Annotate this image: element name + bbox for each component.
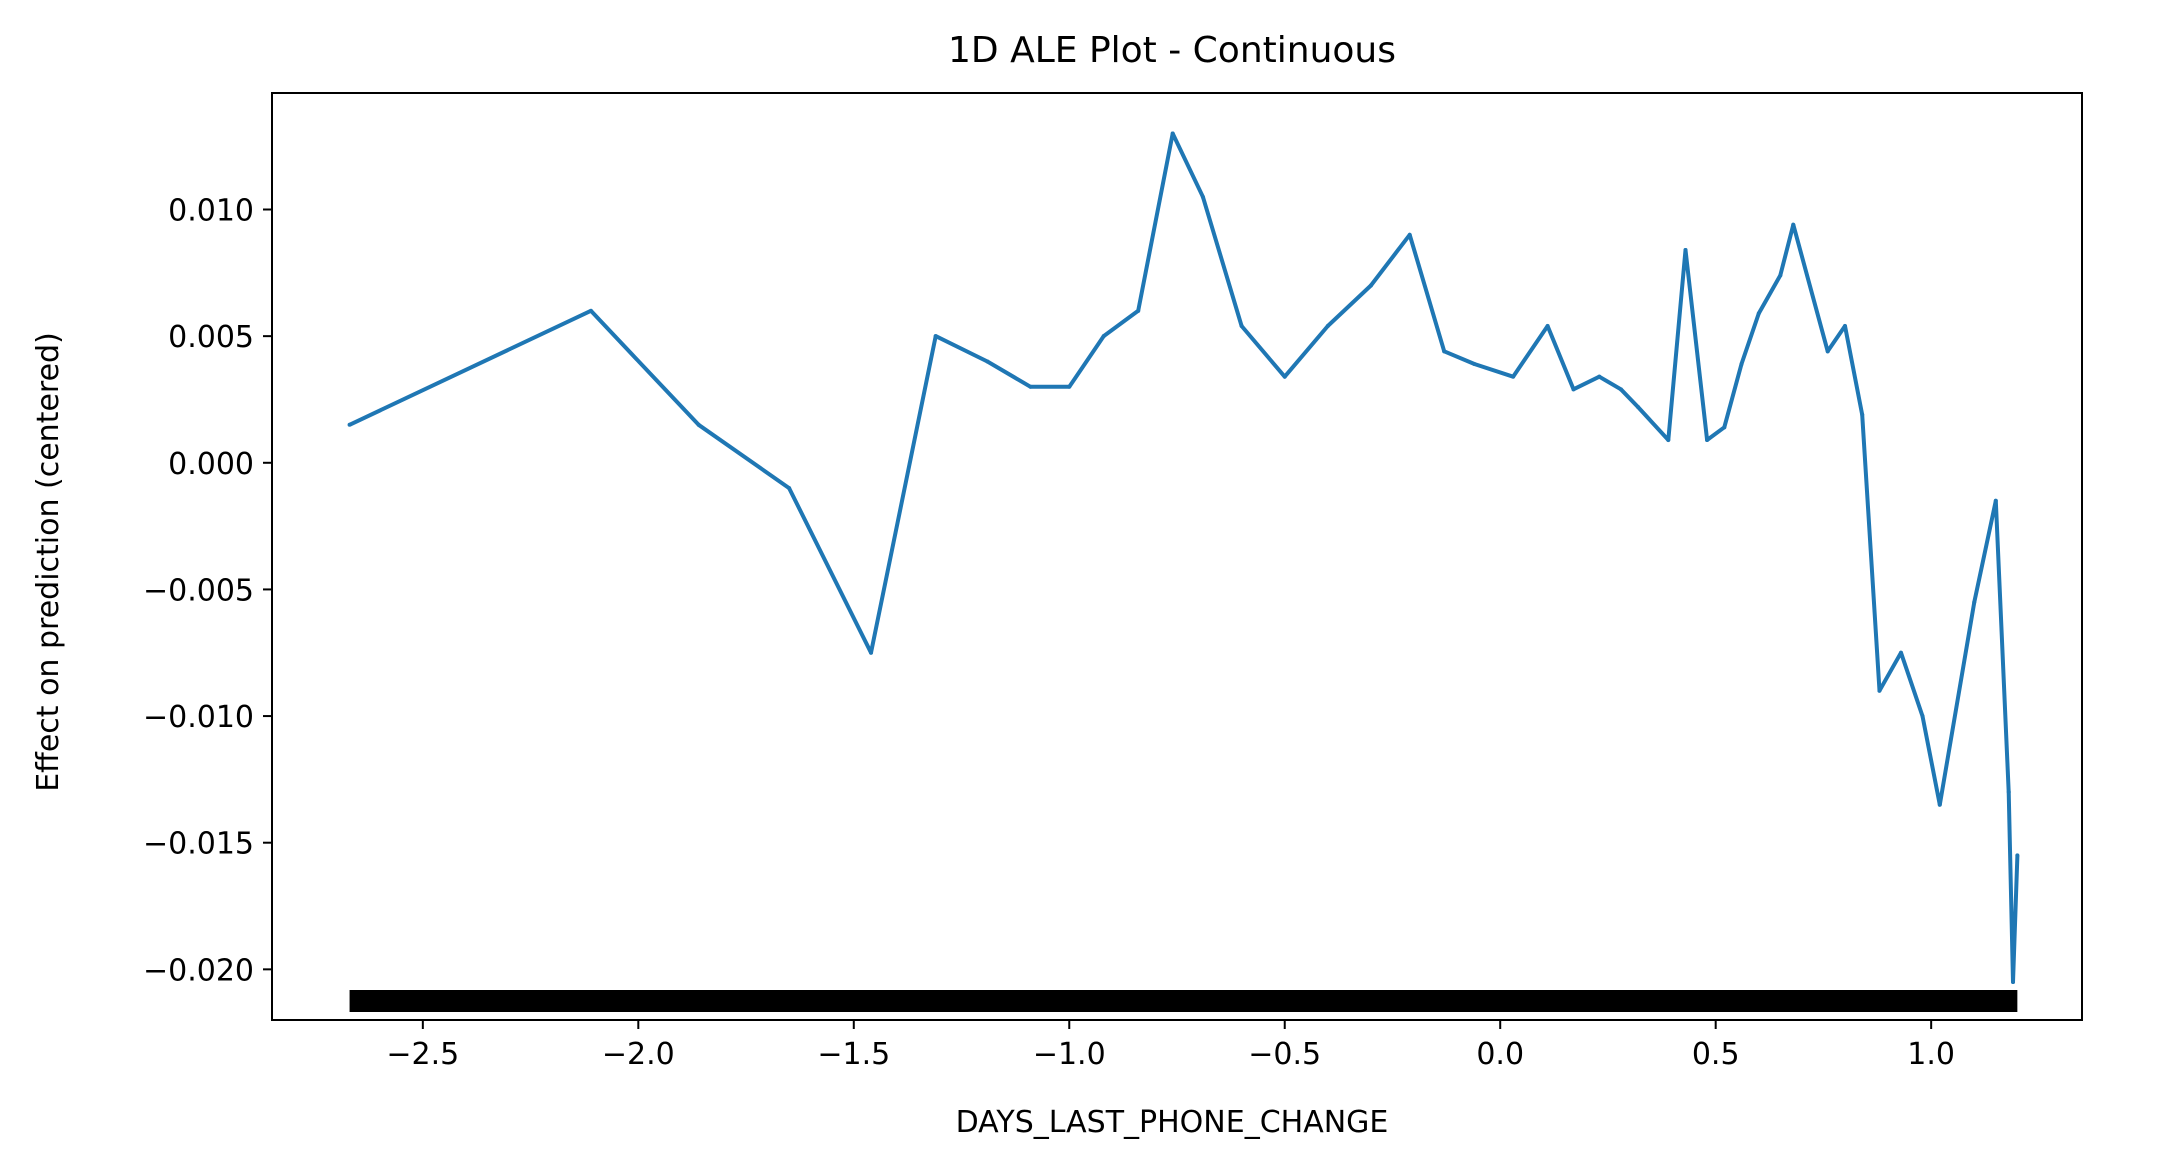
data-point (1899, 650, 1903, 655)
data-point (1778, 273, 1783, 278)
data-point (1101, 334, 1106, 339)
data-point (1200, 194, 1205, 199)
data-point (1511, 374, 1516, 379)
data-point (1136, 308, 1141, 313)
series-line (348, 131, 2020, 984)
data-point (985, 359, 990, 364)
y-tick-label: −0.020 (143, 953, 254, 988)
y-tick-label: −0.005 (143, 573, 254, 608)
data-point (347, 422, 352, 427)
data-point (1442, 349, 1447, 354)
x-tick-label: 0.5 (1692, 1037, 1740, 1072)
plot-frame (271, 92, 2083, 1021)
x-tick-label: 0.0 (1476, 1037, 1524, 1072)
data-point (1722, 425, 1727, 430)
data-point (1683, 248, 1688, 253)
data-point (1597, 374, 1602, 379)
data-point (1972, 600, 1977, 605)
data-point (1739, 362, 1744, 367)
data-point (787, 486, 792, 491)
data-point (1791, 222, 1796, 227)
data-point (1239, 324, 1244, 329)
data-point (1666, 437, 1671, 442)
data-point (1472, 362, 1477, 367)
data-point (1842, 324, 1847, 329)
x-tick-label: −2.0 (602, 1037, 675, 1072)
data-point (1571, 387, 1576, 392)
y-axis-label: Effect on prediction (centered) (31, 332, 66, 792)
x-tick-label: −2.5 (386, 1037, 459, 1072)
x-axis-ticks: −2.5 −2.0 −1.5 −1.0 −0.5 0.0 0.5 1.0 (386, 1020, 1955, 1072)
data-point (1170, 131, 1175, 136)
x-axis-label: DAYS_LAST_PHONE_CHANGE (956, 1105, 1389, 1140)
y-tick-label: 0.005 (168, 320, 254, 355)
x-tick-label: −1.0 (1033, 1037, 1106, 1072)
data-point (2006, 790, 2011, 795)
data-point (1067, 384, 1072, 389)
data-point (933, 334, 938, 339)
data-point (696, 422, 701, 427)
data-point (2015, 853, 2020, 858)
data-point (1877, 688, 1882, 693)
data-point (1636, 405, 1641, 410)
y-tick-label: 0.000 (168, 447, 254, 482)
data-point (1993, 498, 1998, 503)
data-point (1825, 349, 1830, 354)
plot-area (347, 131, 2020, 1012)
data-point (1618, 387, 1623, 392)
data-point (1028, 384, 1033, 389)
data-point (1368, 283, 1373, 288)
data-point (1325, 324, 1330, 329)
data-point (1937, 802, 1942, 807)
rug-marks (349, 990, 2018, 1012)
data-point (2011, 980, 2016, 985)
data-point (1860, 412, 1865, 417)
y-tick-label: −0.010 (143, 700, 254, 735)
data-point (1920, 714, 1925, 719)
data-point (1545, 324, 1550, 329)
data-point (588, 308, 593, 313)
data-point (1705, 437, 1710, 442)
data-point (869, 650, 874, 655)
y-tick-label: −0.015 (143, 827, 254, 862)
data-point (1756, 311, 1761, 316)
x-tick-label: 1.0 (1907, 1037, 1955, 1072)
data-point (1282, 374, 1287, 379)
y-tick-label: 0.010 (168, 194, 254, 229)
x-tick-label: −1.5 (817, 1037, 890, 1072)
chart-title: 1D ALE Plot - Continuous (948, 30, 1396, 71)
data-point (1407, 232, 1412, 237)
y-axis-ticks: −0.020 −0.015 −0.010 −0.005 0.000 0.005 0.010 (143, 194, 272, 988)
x-tick-label: −0.5 (1248, 1037, 1321, 1072)
